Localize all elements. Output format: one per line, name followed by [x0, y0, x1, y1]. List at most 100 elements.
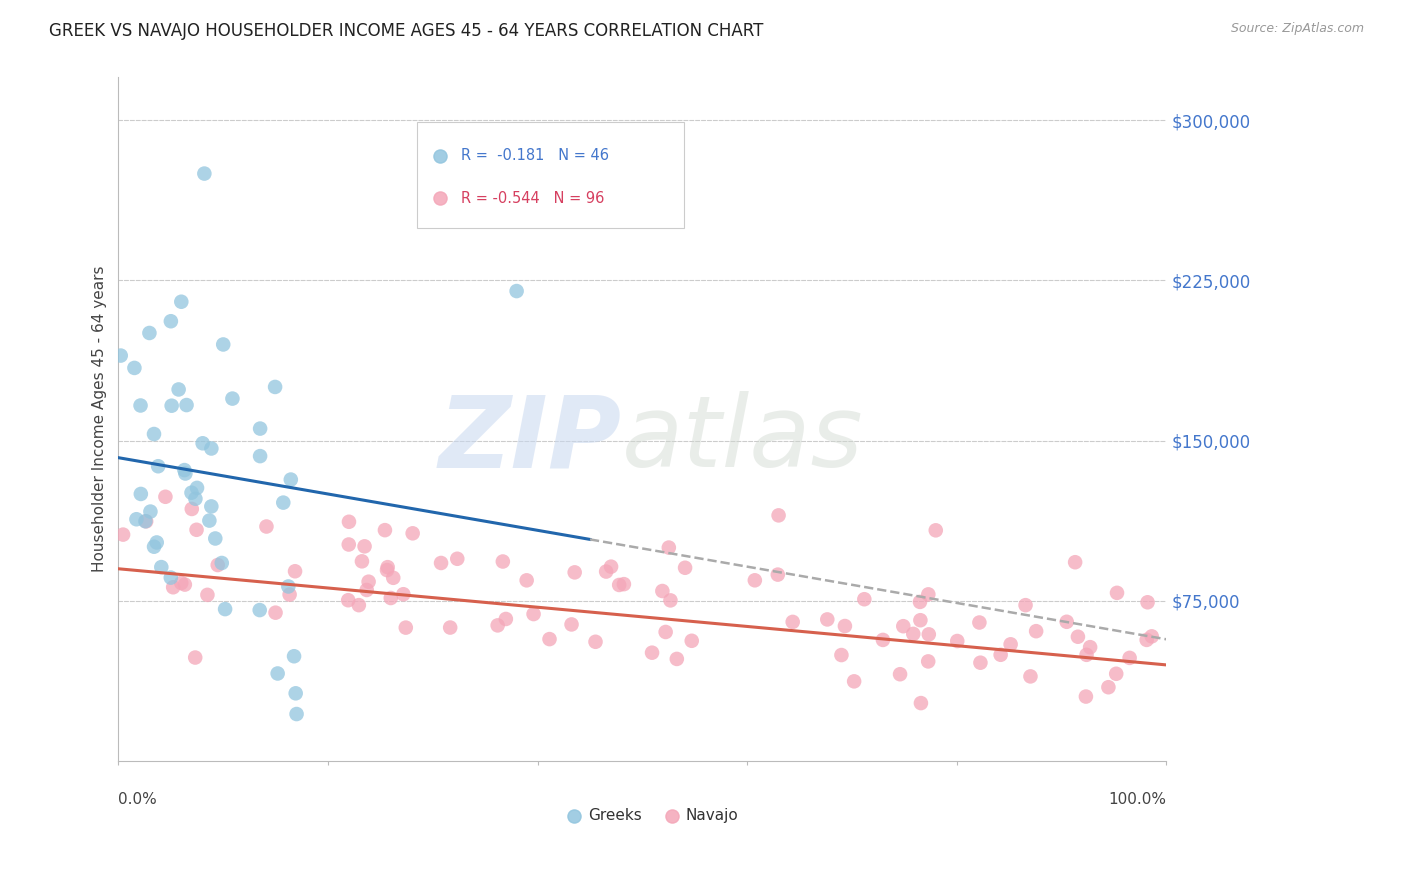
Point	[150, 560, 173, 574]
Point	[439, 621, 461, 635]
Point	[159, 571, 181, 585]
Point	[486, 618, 509, 632]
Point	[176, 398, 198, 412]
Point	[607, 578, 630, 592]
Point	[264, 380, 287, 394]
Point	[990, 648, 1012, 662]
Point	[891, 619, 914, 633]
Point	[1136, 632, 1159, 647]
Point	[124, 360, 146, 375]
Point	[180, 502, 202, 516]
Point	[284, 686, 307, 700]
Point	[853, 592, 876, 607]
Point	[1097, 680, 1119, 694]
Point	[658, 541, 681, 555]
Point	[505, 284, 527, 298]
Point	[347, 598, 370, 612]
Point	[264, 606, 287, 620]
Point	[889, 667, 911, 681]
Point	[665, 652, 688, 666]
Text: GREEK VS NAVAJO HOUSEHOLDER INCOME AGES 45 - 64 YEARS CORRELATION CHART: GREEK VS NAVAJO HOUSEHOLDER INCOME AGES …	[49, 22, 763, 40]
Text: Source: ZipAtlas.com: Source: ZipAtlas.com	[1230, 22, 1364, 36]
Point	[1000, 637, 1022, 651]
Point	[1025, 624, 1047, 639]
Point	[401, 526, 423, 541]
Point	[654, 624, 676, 639]
Text: R =  -0.181   N = 46: R = -0.181 N = 46	[461, 148, 609, 163]
Point	[492, 554, 515, 568]
Point	[969, 656, 991, 670]
Point	[285, 706, 308, 721]
Point	[842, 674, 865, 689]
Point	[562, 754, 585, 768]
Point	[661, 754, 683, 768]
Point	[395, 621, 418, 635]
Point	[284, 564, 307, 578]
Point	[198, 514, 221, 528]
Point	[1067, 630, 1090, 644]
Point	[1118, 651, 1140, 665]
Point	[946, 634, 969, 648]
Point	[212, 337, 235, 351]
Point	[564, 566, 586, 580]
Point	[918, 627, 941, 641]
Point	[129, 399, 152, 413]
Point	[744, 574, 766, 588]
Point	[221, 392, 243, 406]
Point	[429, 754, 451, 768]
FancyBboxPatch shape	[418, 122, 685, 227]
Point	[377, 560, 399, 574]
Point	[495, 612, 517, 626]
Point	[283, 649, 305, 664]
Point	[138, 326, 160, 340]
Point	[170, 576, 193, 591]
Point	[350, 554, 373, 568]
Point	[277, 579, 299, 593]
Point	[110, 349, 132, 363]
Point	[908, 595, 931, 609]
Point	[1136, 595, 1159, 609]
Text: 0.0%: 0.0%	[118, 792, 157, 806]
Point	[143, 540, 166, 554]
Point	[969, 615, 991, 630]
Point	[429, 754, 451, 768]
Point	[1064, 555, 1087, 569]
Point	[173, 463, 195, 477]
Point	[595, 565, 617, 579]
Point	[186, 523, 208, 537]
Point	[146, 459, 169, 474]
Point	[673, 560, 696, 574]
Point	[184, 650, 207, 665]
Point	[768, 508, 790, 523]
Point	[207, 558, 229, 572]
Point	[191, 436, 214, 450]
Point	[174, 467, 197, 481]
Point	[782, 615, 804, 629]
Point	[830, 648, 852, 662]
Point	[167, 383, 190, 397]
Point	[337, 537, 360, 551]
Point	[1105, 666, 1128, 681]
Point	[834, 619, 856, 633]
Point	[266, 666, 288, 681]
Point	[446, 551, 468, 566]
Point	[139, 505, 162, 519]
Point	[392, 587, 415, 601]
Point	[200, 500, 222, 514]
Point	[256, 519, 278, 533]
Point	[125, 512, 148, 526]
Point	[211, 556, 233, 570]
Point	[160, 399, 183, 413]
Point	[162, 580, 184, 594]
Point	[430, 556, 453, 570]
Point	[917, 587, 939, 601]
Point	[337, 515, 360, 529]
Point	[193, 167, 215, 181]
Point	[155, 490, 177, 504]
Point	[249, 421, 271, 435]
Point	[173, 577, 195, 591]
Point	[214, 602, 236, 616]
Point	[560, 617, 582, 632]
Point	[651, 584, 673, 599]
Point	[353, 539, 375, 553]
